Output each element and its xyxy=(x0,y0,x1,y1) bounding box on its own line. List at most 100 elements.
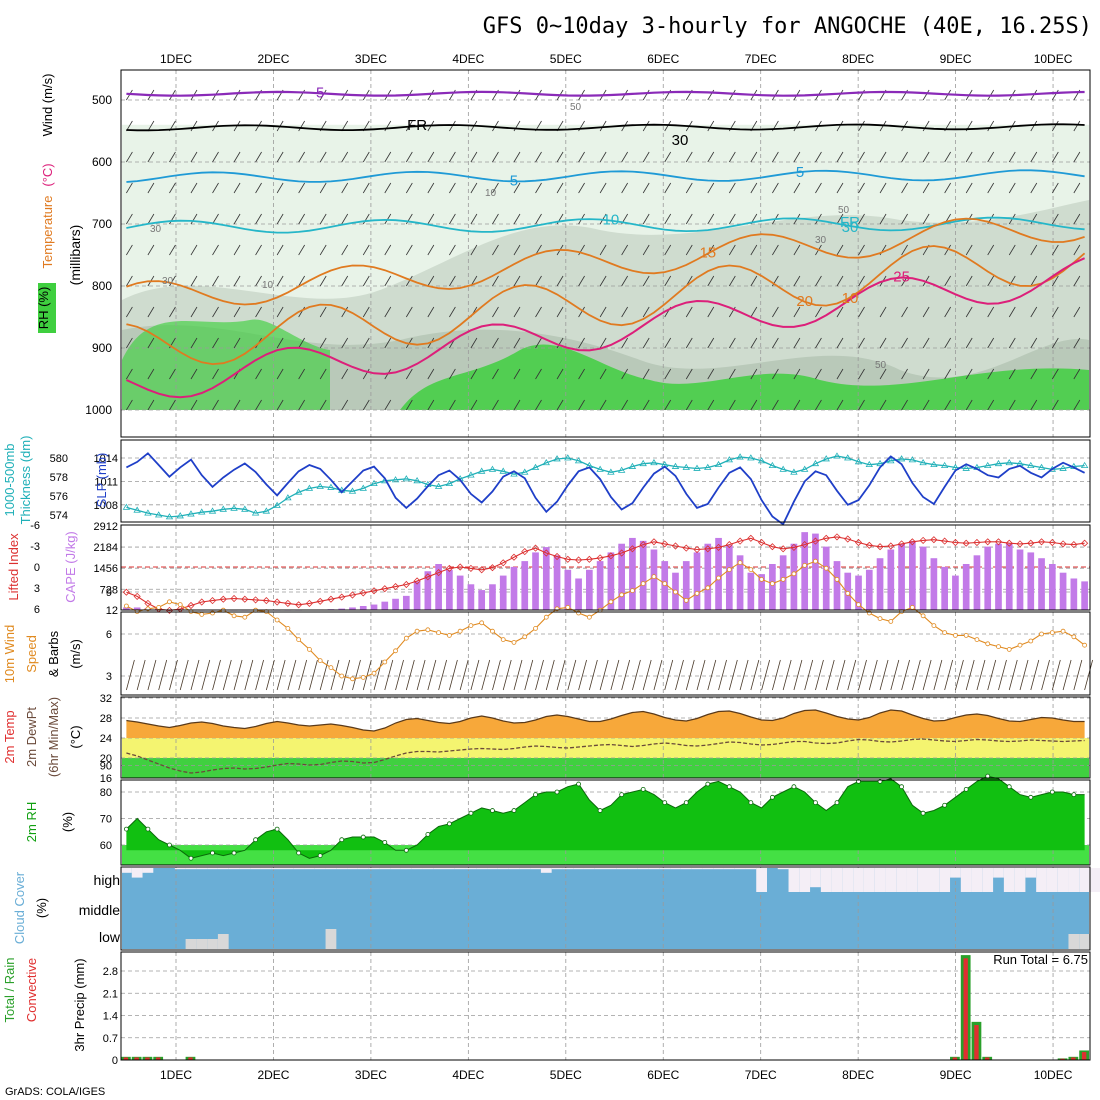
cloud-high-gap xyxy=(444,868,455,870)
cloud-low-gap xyxy=(196,939,208,949)
lifted-index-marker xyxy=(241,595,249,603)
wind-barb xyxy=(815,306,822,318)
wind-barb xyxy=(233,213,241,225)
lifted-index-marker xyxy=(219,595,227,603)
cloud-low-gap xyxy=(1068,934,1080,949)
wind-barb xyxy=(836,244,844,256)
wind-barb xyxy=(147,213,155,225)
cape-bar xyxy=(693,552,701,610)
wind-speed-marker xyxy=(414,628,420,634)
wind-barb xyxy=(707,368,715,380)
wind-barb xyxy=(298,120,305,132)
cape-bar xyxy=(489,584,496,610)
wind-barb xyxy=(836,151,844,163)
wind-barb xyxy=(1008,659,1018,691)
contour-label: 5 xyxy=(510,172,518,189)
wind-barb xyxy=(255,659,264,691)
thickness-marker xyxy=(639,459,647,467)
wind-barb xyxy=(858,151,865,163)
wind-barb xyxy=(728,244,736,256)
wind-barb xyxy=(685,399,693,411)
footer-credit: GrADS: COLA/IGES xyxy=(5,1086,105,1098)
cape-bar xyxy=(876,558,884,610)
wind-barb xyxy=(664,368,672,380)
wind-barb xyxy=(599,337,607,349)
precip-convective-bar xyxy=(963,958,968,1060)
thickness-marker xyxy=(198,508,206,515)
wind-barb xyxy=(836,89,844,101)
cloud-high-gap xyxy=(874,868,886,892)
rh-band-saturated xyxy=(400,344,1089,410)
wind-barb xyxy=(1030,337,1038,349)
wind-barb xyxy=(405,151,413,163)
wind-barb xyxy=(599,151,607,163)
lifted-index-marker xyxy=(273,598,281,606)
cloud-high-gap xyxy=(142,868,154,873)
wind-barb xyxy=(492,399,499,411)
wind-barb xyxy=(513,399,521,411)
wind-barb xyxy=(728,275,736,287)
wind-barb xyxy=(922,89,930,101)
wind-barb xyxy=(599,120,607,132)
wind-barb xyxy=(836,275,844,287)
wind-barb xyxy=(190,275,198,287)
cloud-high-gap xyxy=(960,868,972,892)
thickness-marker xyxy=(521,468,529,475)
wind-barb xyxy=(728,399,736,411)
wind-speed-marker xyxy=(1060,628,1066,634)
wind-barb xyxy=(190,399,198,411)
run-total-label: Run Total = 6.75 xyxy=(993,952,1088,967)
wind-barb xyxy=(535,368,542,380)
cloud-high-gap xyxy=(217,868,229,870)
thickness-marker xyxy=(359,484,367,491)
rh-marker xyxy=(1071,792,1077,798)
wind-barb xyxy=(1008,399,1016,411)
thickness-marker xyxy=(962,464,970,471)
slp-line xyxy=(125,452,1086,526)
wind-barb xyxy=(815,213,822,225)
wind-speed-marker xyxy=(490,628,495,634)
slp-tick: 1014 xyxy=(94,453,118,465)
cape-bar xyxy=(596,561,604,610)
wind-barb xyxy=(126,399,133,411)
wind-barb xyxy=(793,659,803,691)
wind-barb xyxy=(685,306,693,318)
wind-barb xyxy=(384,244,392,256)
wind-speed-marker xyxy=(834,577,840,582)
wind-speed-marker xyxy=(942,630,948,635)
cape-bar xyxy=(338,608,346,610)
wind-barb xyxy=(362,182,370,194)
thickness-marker xyxy=(510,470,518,477)
wind-speed-marker xyxy=(673,589,678,595)
wind-barb xyxy=(190,306,198,318)
wind-speed-marker xyxy=(683,598,689,603)
wind-barb xyxy=(169,399,176,411)
wind-speed-marker xyxy=(479,620,485,626)
wind-barb xyxy=(449,275,456,287)
thickness-marker xyxy=(1059,464,1067,471)
wind-speed-marker xyxy=(1028,638,1034,644)
wind-barb xyxy=(858,213,865,225)
precip-tick: 0 xyxy=(112,1055,118,1067)
wind-barb xyxy=(707,151,715,163)
wind-barb xyxy=(276,306,284,318)
lifted-index-marker xyxy=(822,534,830,542)
thickness-tick: 576 xyxy=(50,491,68,503)
thickness-marker xyxy=(811,459,820,467)
cloud-high-gap xyxy=(196,868,208,870)
wind-speed-marker xyxy=(856,602,861,607)
wind-speed-marker xyxy=(436,630,442,635)
thickness-marker xyxy=(488,465,497,472)
pressure-tick: 500 xyxy=(92,93,112,107)
wind-barb xyxy=(255,244,262,256)
wind-barb xyxy=(772,151,779,163)
wind-barb xyxy=(1008,244,1016,256)
wind-barb xyxy=(362,306,370,318)
lifted-index-marker xyxy=(941,537,949,545)
wind-barb xyxy=(1051,182,1059,194)
precip-convective-bar xyxy=(145,1057,150,1060)
cape-bar xyxy=(629,537,636,610)
wind-barb xyxy=(276,275,284,287)
wind-label: Wind (m/s) xyxy=(40,74,55,137)
lifted-index-marker xyxy=(198,598,206,606)
